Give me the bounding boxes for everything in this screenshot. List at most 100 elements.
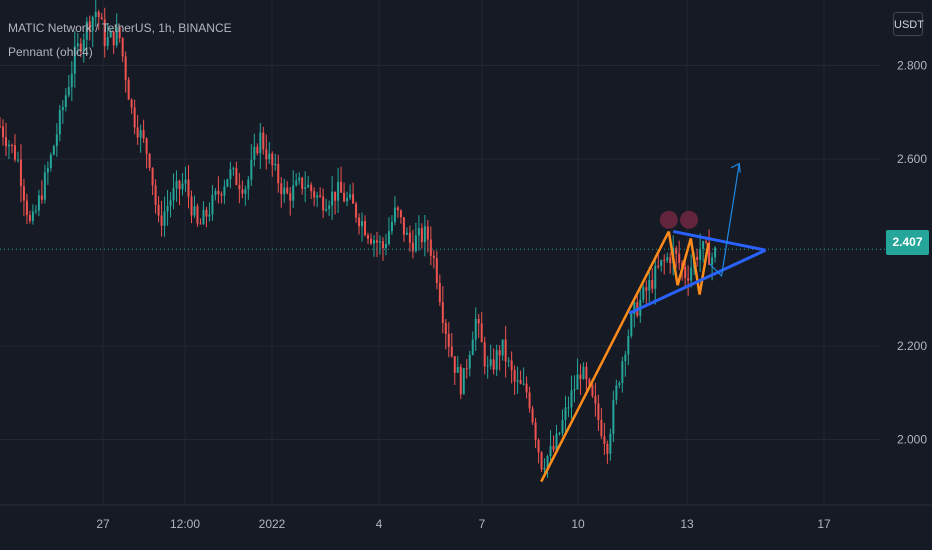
time-axis[interactable]: 27 12:00 2022 4 7 10 13 17 (0, 504, 932, 531)
candle-body (277, 163, 280, 184)
candle-body (516, 380, 519, 382)
candle-body (687, 278, 690, 281)
chart-grid (0, 0, 880, 505)
candle-body (495, 350, 498, 370)
candle-body (705, 241, 708, 243)
candle-body (468, 354, 471, 369)
candle-body (426, 226, 429, 240)
candle-body (22, 186, 25, 201)
indicator-legend[interactable]: Pennant (ohlc4) (8, 45, 93, 59)
candle-body (154, 185, 157, 205)
candle-body (235, 168, 238, 185)
candle-body (88, 21, 91, 31)
pennant-upper-line (672, 229, 766, 252)
candle-body (121, 38, 124, 57)
candle-body (462, 368, 465, 395)
candle-body (420, 228, 423, 243)
candle-body (573, 389, 576, 391)
pennant-drawings[interactable] (0, 162, 885, 483)
candle-body (618, 382, 621, 386)
candle-body (642, 287, 645, 300)
candle-body (381, 241, 384, 249)
candle-body (480, 323, 483, 343)
candle-body (474, 318, 477, 340)
candle-body (558, 432, 561, 434)
candle-body (453, 356, 456, 373)
candle-body (73, 46, 76, 74)
candle-body (208, 214, 211, 217)
candle-body (298, 177, 301, 181)
candle-body (633, 302, 636, 314)
candle-body (268, 153, 271, 160)
candle-body (489, 359, 492, 366)
candle-body (160, 215, 163, 226)
zigzag-line (667, 231, 710, 295)
candle-body (534, 422, 537, 440)
candle-body (271, 153, 274, 166)
candle-body (600, 419, 603, 437)
candle-body (319, 195, 322, 197)
candle-body (444, 322, 447, 334)
candle-body (343, 192, 346, 202)
candle-body (690, 267, 693, 281)
candle-body (414, 235, 417, 252)
candle-body (364, 221, 367, 236)
candle-body (438, 282, 441, 303)
candle-body (552, 445, 555, 450)
candle-body (196, 206, 199, 224)
candle-body (190, 196, 193, 216)
candle-body (459, 366, 462, 395)
candle-body (214, 190, 217, 195)
candle-body (49, 154, 52, 168)
candle-body (130, 99, 133, 108)
candle-body (334, 191, 337, 201)
candle-body (307, 184, 310, 188)
candle-body (19, 159, 22, 187)
candle-body (612, 399, 615, 434)
x-tick-label: 13 (680, 517, 694, 531)
candle-body (675, 248, 678, 254)
candle-body (226, 179, 229, 187)
x-tick-label: 10 (571, 517, 585, 531)
candle-body (118, 27, 121, 39)
candle-body (7, 144, 10, 147)
symbol-title[interactable]: MATIC Network / TetherUS, 1h, BINANCE (8, 21, 232, 35)
candle-body (184, 179, 187, 184)
candle-body (510, 360, 513, 371)
candle-body (528, 392, 531, 409)
candle-body (13, 145, 16, 160)
candle-body (492, 359, 495, 370)
candle-body (417, 228, 420, 236)
candle-body (163, 211, 166, 226)
candle-body (247, 179, 250, 190)
price-axis[interactable]: 2.800 2.600 2.200 2.000 (897, 58, 927, 446)
candle-body (699, 248, 702, 260)
candle-body (37, 195, 40, 211)
candle-body (522, 383, 525, 385)
candle-body (280, 183, 283, 195)
candle-body (546, 455, 549, 468)
currency-button[interactable]: USDT (893, 12, 924, 36)
candle-body (630, 313, 633, 336)
candle-body (537, 439, 540, 453)
candle-body (175, 180, 178, 189)
candle-body (582, 366, 585, 379)
candle-body (205, 209, 208, 217)
candle-body (250, 159, 253, 180)
candle-body (139, 130, 142, 138)
candle-body (325, 208, 328, 211)
candle-body (55, 134, 58, 147)
candle-body (112, 31, 115, 46)
candle-body (367, 235, 370, 239)
candle-body (576, 374, 579, 390)
candle-body (157, 204, 160, 216)
candle-body (340, 181, 343, 193)
candle-body (103, 19, 106, 47)
candle-body (471, 339, 474, 355)
candle-body (411, 242, 414, 252)
candle-body (100, 17, 103, 20)
candle-body (370, 238, 373, 244)
candle-body (519, 380, 522, 384)
candle-body (58, 110, 61, 135)
